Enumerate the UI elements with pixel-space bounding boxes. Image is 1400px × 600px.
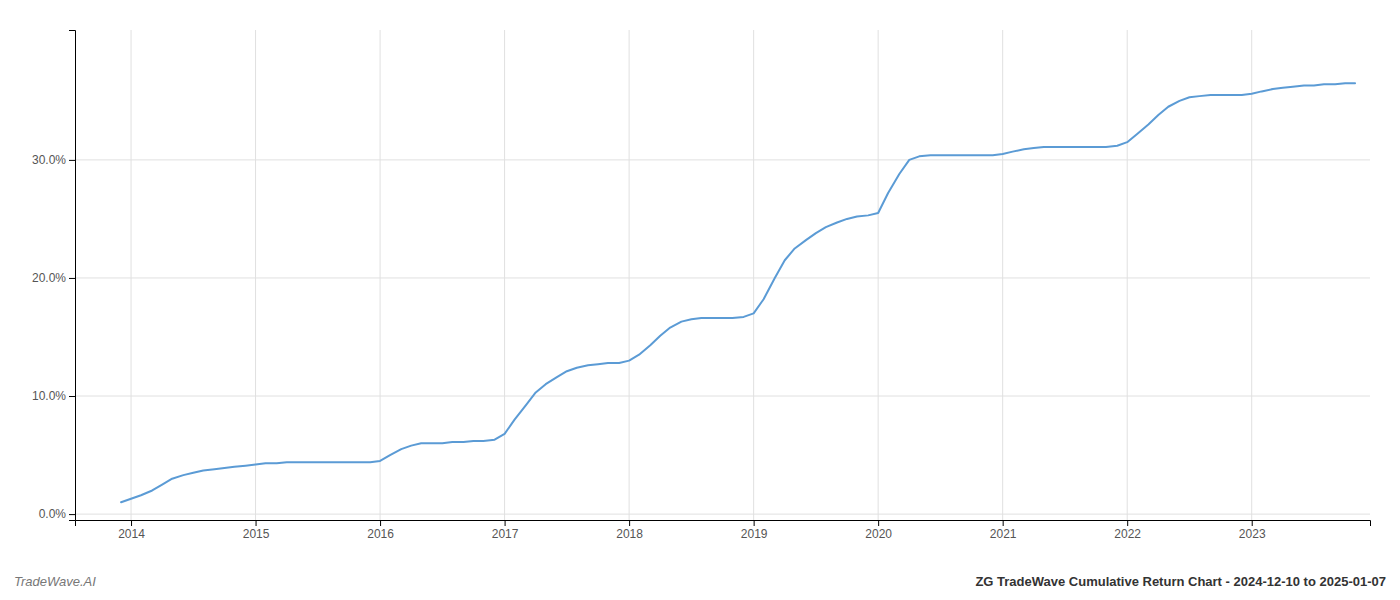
tick: 2017 xyxy=(492,520,519,541)
grid-line-x xyxy=(380,30,381,520)
grid-line-x xyxy=(1127,30,1128,520)
tick-label: 2015 xyxy=(243,527,270,541)
tick-mark xyxy=(629,520,630,526)
grid-line-y xyxy=(75,159,1370,160)
tick-label: 2018 xyxy=(616,527,643,541)
tick: 2021 xyxy=(990,520,1017,541)
tick-label: 2014 xyxy=(118,527,145,541)
footer: TradeWave.AI ZG TradeWave Cumulative Retu… xyxy=(14,574,1386,589)
tick: 2019 xyxy=(741,520,768,541)
tick-mark xyxy=(131,520,132,526)
grid-line-y xyxy=(75,396,1370,397)
tick-label: 30.0% xyxy=(32,153,66,167)
tick: 2014 xyxy=(118,520,145,541)
tick: 2022 xyxy=(1114,520,1141,541)
tick-label: 2021 xyxy=(990,527,1017,541)
tick-label: 20.0% xyxy=(32,271,66,285)
grid-line-x xyxy=(131,30,132,520)
tick-label: 2022 xyxy=(1114,527,1141,541)
grid-line-x xyxy=(255,30,256,520)
grid-line-x xyxy=(878,30,879,520)
tick-label: 10.0% xyxy=(32,389,66,403)
y-axis: 0.0% 10.0% 20.0% 30.0% xyxy=(32,31,76,522)
tick-label: 2019 xyxy=(741,527,768,541)
tick-mark xyxy=(1252,520,1253,526)
annotation: TradeWave.AI xyxy=(14,574,96,589)
axis-line xyxy=(69,31,76,521)
tick-mark xyxy=(69,396,75,397)
chart: 2014 2015 2016 2017 2018 2019 2020 2021 2022 2023… xyxy=(0,0,1400,600)
title: ZG TradeWave Cumulative Return Chart - 2… xyxy=(975,574,1386,589)
tick-label: 2020 xyxy=(865,527,892,541)
grid xyxy=(75,30,1370,520)
tick-mark xyxy=(1127,520,1128,526)
tick-mark xyxy=(754,520,755,526)
grid-line-x xyxy=(1251,30,1252,520)
marks xyxy=(121,83,1355,502)
x-axis: 2014 2015 2016 2017 2018 2019 2020 2021 2022 2023 xyxy=(76,520,1371,541)
grid-line-x xyxy=(1002,30,1003,520)
tick: 2020 xyxy=(865,520,892,541)
tick-mark xyxy=(1003,520,1004,526)
tick-mark xyxy=(256,520,257,526)
axis-line xyxy=(76,521,1371,527)
tick: 20.0% xyxy=(32,271,75,285)
grid-line-x xyxy=(753,30,754,520)
tick-mark xyxy=(69,514,75,515)
tick-label: 2023 xyxy=(1239,527,1266,541)
tick: 30.0% xyxy=(32,153,75,167)
grid-line-x xyxy=(629,30,630,520)
tick-mark xyxy=(505,520,506,526)
tick-label: 2016 xyxy=(367,527,394,541)
tick: 2015 xyxy=(243,520,270,541)
plot: 2014 2015 2016 2017 2018 2019 2020 2021 2022 2023… xyxy=(32,30,1371,541)
tick: 2016 xyxy=(367,520,394,541)
grid-line-x xyxy=(504,30,505,520)
tick-label: 0.0% xyxy=(39,507,67,521)
grid-line-y xyxy=(75,514,1370,515)
tick: 0.0% xyxy=(39,507,75,521)
tick-mark xyxy=(69,160,75,161)
tick-mark xyxy=(69,278,75,279)
line xyxy=(121,83,1355,502)
tick-mark xyxy=(380,520,381,526)
tick: 2023 xyxy=(1239,520,1266,541)
grid-line-y xyxy=(75,277,1370,278)
tick-label: 2017 xyxy=(492,527,519,541)
tick: 10.0% xyxy=(32,389,75,403)
tick-mark xyxy=(878,520,879,526)
tick: 2018 xyxy=(616,520,643,541)
